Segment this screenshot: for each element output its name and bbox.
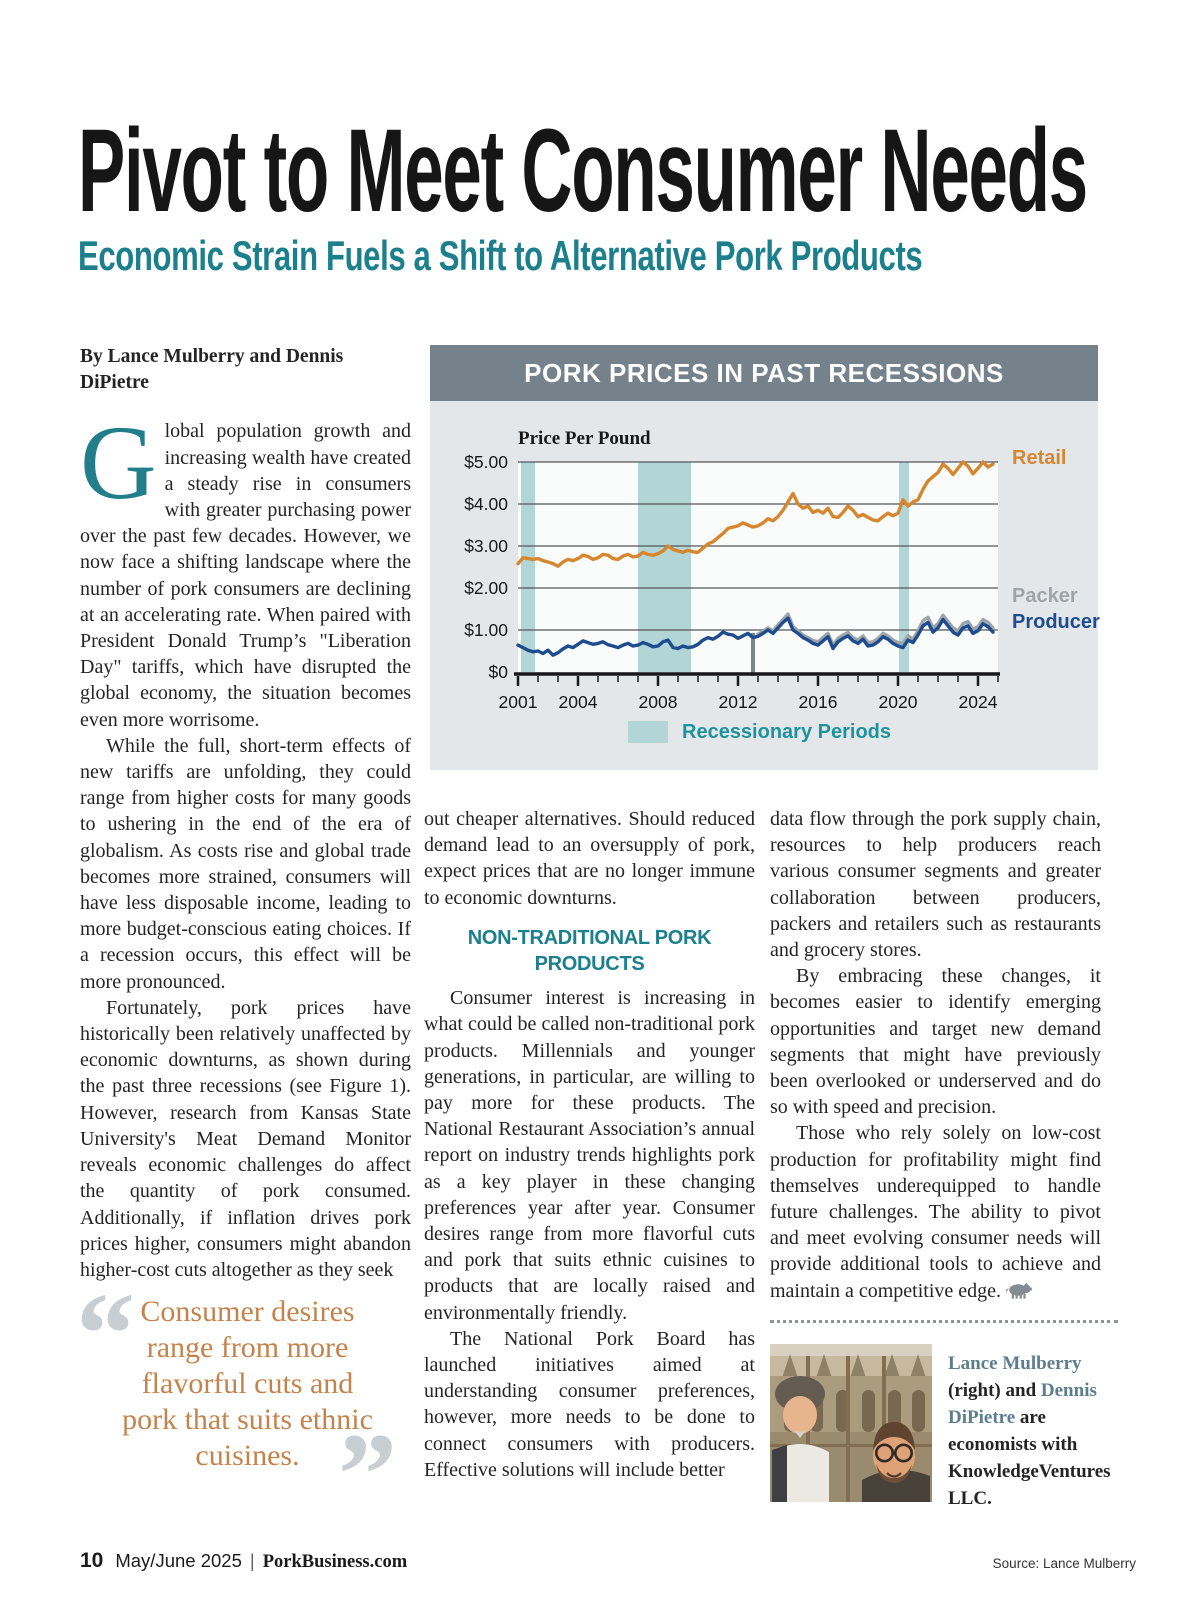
chart-source: Source: Lance Mulberry <box>992 1556 1136 1571</box>
recession-legend-label: Recessionary Periods <box>682 721 891 743</box>
drop-cap: G <box>80 404 157 522</box>
svg-text:2012: 2012 <box>719 692 758 712</box>
close-quote-icon: ” <box>338 1409 397 1541</box>
body-paragraph: out cheaper alternatives. Should reduced… <box>424 808 755 909</box>
column-right: data flow through the pork supply chain,… <box>770 806 1101 1304</box>
legend-producer: Producer <box>1012 611 1100 633</box>
pull-quote-text: Consumer desires range from more flavorf… <box>122 1295 373 1472</box>
bio-author-2: Dennis DiPietre <box>948 1380 1097 1428</box>
footer: 10 May/June 2025 | PorkBusiness.com <box>80 1549 407 1573</box>
body-paragraph: Consumer interest is increasing in what … <box>424 987 755 1324</box>
recession-band-swatch <box>628 721 668 743</box>
svg-text:2016: 2016 <box>799 692 838 712</box>
page-title: Pivot to Meet Consumer Needs <box>78 105 1088 237</box>
column-middle: out cheaper alternatives. Should reduced… <box>424 806 755 1483</box>
svg-text:$2.00: $2.00 <box>464 578 508 598</box>
svg-text:2001: 2001 <box>499 692 538 712</box>
body-paragraph: Those who rely solely on low-cost produc… <box>770 1120 1101 1303</box>
body-paragraph: data flow through the pork supply chain,… <box>770 808 1101 962</box>
svg-text:$1.00: $1.00 <box>464 620 508 640</box>
body-paragraph: The National Pork Board has launched ini… <box>424 1327 755 1481</box>
bio-author-1: Lance Mulberry <box>948 1353 1082 1374</box>
chart-title: PORK PRICES IN PAST RECESSIONS <box>430 345 1098 401</box>
svg-text:Price Per Pound: Price Per Pound <box>518 428 651 449</box>
pork-prices-chart: PORK PRICES IN PAST RECESSIONS 2001 2004 2… <box>430 345 1100 770</box>
bio-text: Lance Mulberry (right) and Dennis DiPiet… <box>948 1350 1138 1512</box>
page-subtitle: Economic Strain Fuels a Shift to Alterna… <box>78 232 923 279</box>
bio-rest-2: are economists with KnowledgeVentures LL… <box>948 1407 1111 1509</box>
bio-rest-1: (right) and <box>948 1380 1037 1401</box>
bio-divider <box>770 1320 1118 1323</box>
body-paragraph: While the full, short-term effects of ne… <box>80 734 411 993</box>
pull-quote: “ Consumer desires range from more flavo… <box>76 1275 411 1534</box>
section-heading: NON-TRADITIONAL PORK PRODUCTS <box>467 926 712 976</box>
paragraph-text: Those who rely solely on low-cost produc… <box>770 1122 1101 1302</box>
chart-canvas: 2001 2004 2008 2012 2016 2020 2024 $5.00 $4.00 $3… <box>464 428 1000 712</box>
svg-text:2004: 2004 <box>559 692 598 712</box>
body-paragraph: Fortunately, pork prices have historical… <box>80 996 411 1281</box>
svg-text:$4.00: $4.00 <box>464 494 508 514</box>
footer-issue: May/June 2025 <box>115 1550 242 1571</box>
svg-text:2008: 2008 <box>639 692 678 712</box>
svg-text:$0: $0 <box>489 662 509 682</box>
authors-photo <box>770 1344 932 1502</box>
byline: By Lance Mulberry and Dennis DiPietre <box>80 346 344 394</box>
svg-text:2024: 2024 <box>959 692 998 712</box>
legend-retail: Retail <box>1012 447 1067 469</box>
page-number: 10 <box>80 1549 104 1572</box>
svg-text:$5.00: $5.00 <box>464 452 508 472</box>
footer-site: PorkBusiness.com <box>262 1552 408 1572</box>
paragraph-text: lobal population growth and increasing w… <box>80 420 411 731</box>
svg-text:2020: 2020 <box>879 692 918 712</box>
svg-text:$3.00: $3.00 <box>464 536 508 556</box>
open-quote-icon: “ <box>76 1268 135 1399</box>
pig-icon <box>1006 1282 1032 1299</box>
legend-packer: Packer <box>1012 585 1078 607</box>
footer-separator: | <box>249 1550 255 1571</box>
body-paragraph: By embracing these changes, it becomes e… <box>770 965 1101 1119</box>
